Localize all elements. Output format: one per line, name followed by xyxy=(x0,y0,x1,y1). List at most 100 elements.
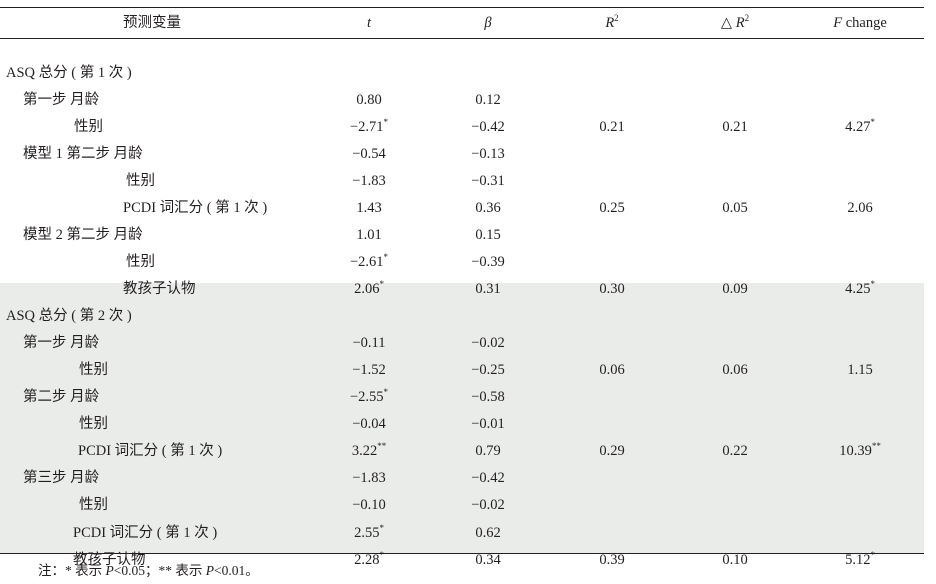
row-label: ASQ 总分 ( 第 2 次 ) xyxy=(6,308,132,325)
cell-delta-r2 xyxy=(670,384,800,411)
significance-mark: * xyxy=(870,117,875,128)
table-note: 注：* 表示 P<0.05；** 表示 P<0.01。 xyxy=(38,563,259,578)
significance-mark: * xyxy=(870,549,875,560)
significance-mark: * xyxy=(870,279,875,290)
cell-t: −0.54 xyxy=(352,146,386,163)
cell-r2 xyxy=(547,87,677,114)
row-label: 教孩子认物 xyxy=(73,551,146,568)
table-row: 性别 −0.04 −0.01 xyxy=(0,411,924,438)
cell-f-change: 5.12* xyxy=(845,549,875,568)
cell-beta: −0.13 xyxy=(471,146,505,163)
cell-t: −2.61* xyxy=(349,252,389,271)
cell-r2 xyxy=(547,411,677,438)
cell-delta-r2 xyxy=(670,303,800,330)
table-bottom-rule xyxy=(0,553,924,554)
cell-t: 0.80 xyxy=(356,92,382,109)
cell-f-change xyxy=(795,303,925,330)
cell-f-change xyxy=(795,87,925,114)
cell-t: 1.01 xyxy=(356,227,382,244)
cell-delta-r2 xyxy=(670,249,800,276)
row-label: ASQ 总分 ( 第 1 次 ) xyxy=(6,65,132,81)
cell-beta: −0.25 xyxy=(471,362,505,379)
cell-r2 xyxy=(547,141,677,168)
row-label: 模型 2 第二步 月龄 xyxy=(23,227,143,244)
cell-beta: −0.42 xyxy=(471,470,505,487)
cell-delta-r2: 0.06 xyxy=(722,362,748,379)
table-row: 第一步 月龄 0.80 0.12 xyxy=(0,87,924,114)
table-row: PCDI 词汇分 ( 第 1 次 ) 3.22** 0.79 0.29 0.22 10.3… xyxy=(0,438,924,465)
row-label: 性别 xyxy=(74,119,103,136)
cell-delta-r2: 0.05 xyxy=(722,200,748,217)
cell-t: −1.83 xyxy=(352,173,386,190)
cell-r2: 0.25 xyxy=(599,200,625,217)
cell-delta-r2 xyxy=(670,492,800,519)
cell-delta-r2: 0.22 xyxy=(722,443,748,460)
cell-t: 1.43 xyxy=(356,200,382,217)
cell-delta-r2 xyxy=(670,465,800,492)
row-label: PCDI 词汇分 ( 第 1 次 ) xyxy=(123,200,268,217)
cell-f-change xyxy=(795,465,925,492)
cell-delta-r2: 0.10 xyxy=(722,551,748,568)
table-row: 模型 2 第二步 月龄 1.01 0.15 xyxy=(0,222,924,249)
cell-r2 xyxy=(547,520,677,547)
second-section-shading xyxy=(0,283,924,553)
row-label: 性别 xyxy=(126,254,155,271)
cell-beta: 0.12 xyxy=(475,92,501,109)
cell-r2 xyxy=(547,465,677,492)
row-label: 模型 1 第二步 月龄 xyxy=(23,146,143,163)
table-header-rule xyxy=(0,38,924,39)
cell-f-change xyxy=(795,249,925,276)
table-row: 性别 −1.83 −0.31 xyxy=(0,168,924,195)
cell-t: 3.22** xyxy=(351,441,387,460)
cell-r2 xyxy=(547,168,677,195)
table-row: PCDI 词汇分 ( 第 1 次 ) 2.55* 0.62 xyxy=(0,520,924,547)
header-f-change: F change xyxy=(833,15,887,31)
cell-f-change xyxy=(795,520,925,547)
cell-f-change: 1.15 xyxy=(847,362,873,379)
cell-beta xyxy=(423,303,553,330)
cell-beta: 0.79 xyxy=(475,443,501,460)
cell-f-change xyxy=(795,411,925,438)
cell-beta: −0.31 xyxy=(471,173,505,190)
cell-r2: 0.06 xyxy=(599,362,625,379)
cell-beta: −0.02 xyxy=(471,335,505,352)
table-row: ASQ 总分 ( 第 2 次 ) xyxy=(0,303,924,330)
cell-t: −2.71* xyxy=(349,117,389,136)
table-row: 模型 1 第二步 月龄 −0.54 −0.13 xyxy=(0,141,924,168)
cell-delta-r2 xyxy=(670,60,800,87)
cell-delta-r2 xyxy=(670,222,800,249)
cell-r2: 0.39 xyxy=(599,551,625,568)
cell-f-change xyxy=(795,168,925,195)
row-label: 第二步 月龄 xyxy=(23,389,100,406)
cell-beta: 0.36 xyxy=(475,200,501,217)
cell-t: 2.28* xyxy=(354,549,384,568)
cell-t: −0.10 xyxy=(352,497,386,514)
cell-r2 xyxy=(547,60,677,87)
cell-beta: 0.62 xyxy=(475,524,501,541)
significance-mark: * xyxy=(383,387,389,398)
cell-delta-r2 xyxy=(670,411,800,438)
cell-delta-r2 xyxy=(670,520,800,547)
cell-beta: −0.58 xyxy=(471,389,505,406)
table-header-row: 预测变量 t β R2 △ R2 F change xyxy=(0,10,924,37)
header-beta: β xyxy=(484,15,492,31)
significance-mark: * xyxy=(379,549,384,560)
cell-f-change: 2.06 xyxy=(847,200,873,217)
table-row: 性别 −1.52 −0.25 0.06 0.06 1.15 xyxy=(0,357,924,384)
cell-delta-r2 xyxy=(670,87,800,114)
header-r2: R2 xyxy=(605,13,619,32)
cell-r2: 0.30 xyxy=(599,281,625,298)
significance-mark: * xyxy=(379,522,384,533)
significance-mark: ** xyxy=(871,441,881,452)
cell-r2 xyxy=(547,384,677,411)
cell-delta-r2 xyxy=(670,330,800,357)
table-top-rule xyxy=(0,7,924,8)
significance-mark: * xyxy=(383,117,389,128)
cell-f-change xyxy=(795,60,925,87)
cell-beta: 0.34 xyxy=(475,551,501,568)
cell-t xyxy=(304,60,434,87)
row-label: 教孩子认物 xyxy=(123,281,196,298)
cell-r2 xyxy=(547,330,677,357)
cell-r2 xyxy=(547,492,677,519)
cell-f-change xyxy=(795,492,925,519)
